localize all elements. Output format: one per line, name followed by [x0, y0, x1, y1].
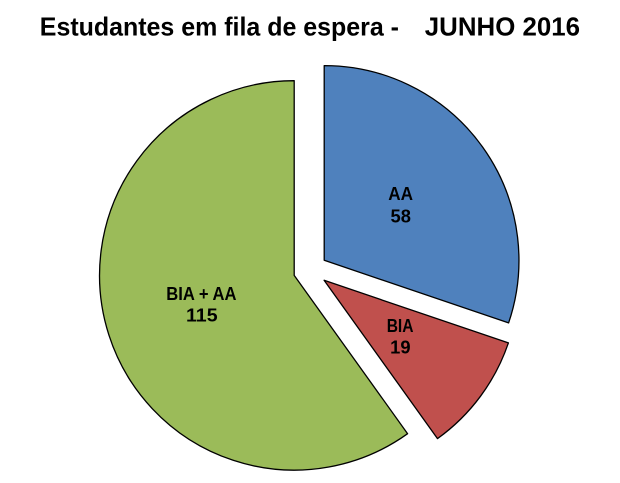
svg-text:BIA: BIA [387, 316, 414, 336]
svg-text:BIA + AA: BIA + AA [166, 284, 236, 304]
svg-text:58: 58 [391, 207, 411, 227]
svg-text:AA: AA [388, 184, 413, 204]
svg-text:JUNHO 2016: JUNHO 2016 [425, 11, 580, 41]
svg-text:Estudantes em fila de espera -: Estudantes em fila de espera - [40, 11, 399, 41]
svg-text:19: 19 [390, 337, 410, 357]
svg-text:115: 115 [186, 306, 218, 326]
